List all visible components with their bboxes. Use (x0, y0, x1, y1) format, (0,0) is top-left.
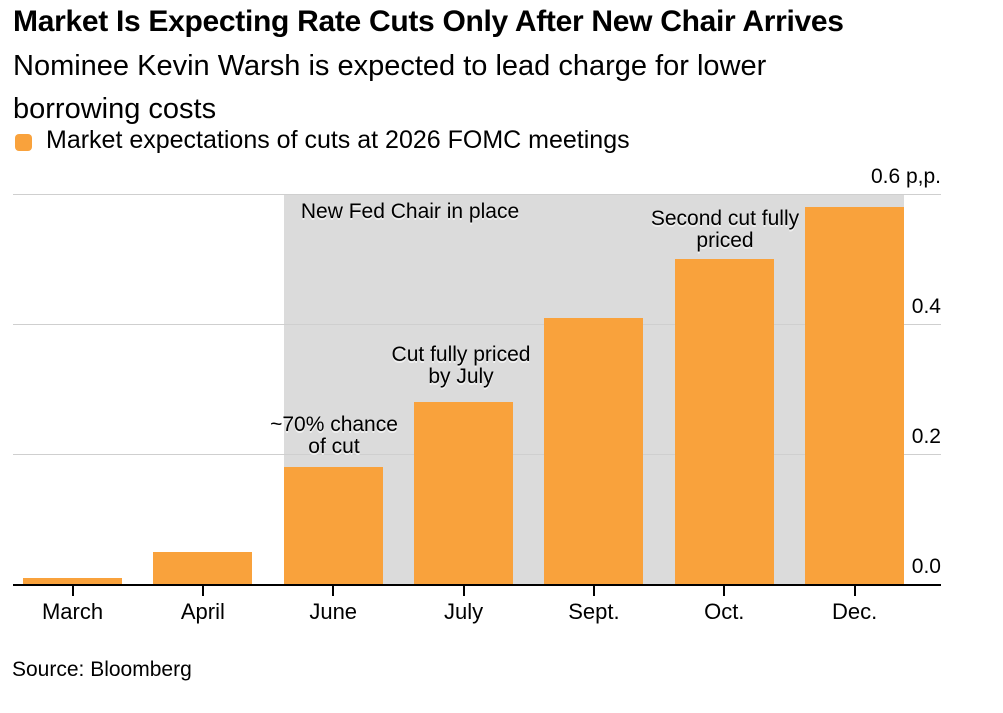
x-label-oct: Oct. (704, 599, 745, 624)
x-tick-dec (853, 586, 856, 596)
x-tick-april (201, 586, 204, 596)
y-label-04: 0.4 (911, 295, 941, 319)
x-axis-line (13, 583, 941, 586)
chart-title: Market Is Expecting Rate Cuts Only After… (13, 5, 844, 38)
chart-subtitle: Nominee Kevin Warsh is expected to lead … (13, 50, 767, 125)
bar-july (414, 402, 514, 586)
x-label-march: March (41, 599, 104, 624)
x-label-june: June (309, 599, 358, 624)
bar-oct (674, 259, 774, 586)
x-label-april: April (180, 599, 225, 624)
annotation-0: New Fed Chair in place (300, 200, 520, 223)
annotation-2: Cut fully priced by July (391, 343, 531, 388)
legend-swatch-icon (15, 134, 32, 151)
bar-april (153, 551, 253, 586)
x-tick-july (462, 586, 465, 596)
x-label-sept: Sept. (568, 599, 620, 624)
y-label-06pp: 0.6 p,p. (870, 165, 941, 189)
x-tick-march (71, 586, 74, 596)
gridline-0.4 (13, 324, 941, 326)
bar-june (283, 467, 383, 586)
x-label-july: July (443, 599, 484, 624)
legend-label: Market expectations of cuts at 2026 FOMC… (46, 126, 630, 154)
x-tick-june (332, 586, 335, 596)
x-tick-sept (592, 586, 595, 596)
x-label-dec: Dec. (831, 599, 878, 624)
gridline-0.6 (13, 194, 941, 196)
x-tick-oct (723, 586, 726, 596)
source-note: Source: Bloomberg (12, 658, 192, 681)
bar-march (23, 577, 122, 586)
y-label-00: 0.0 (911, 555, 941, 579)
annotation-1: ~70% chance of cut (270, 413, 398, 458)
annotation-3: Second cut fully priced (650, 207, 800, 252)
y-label-02: 0.2 (911, 425, 941, 449)
bar-dec (805, 207, 905, 586)
bar-sept (544, 317, 644, 586)
